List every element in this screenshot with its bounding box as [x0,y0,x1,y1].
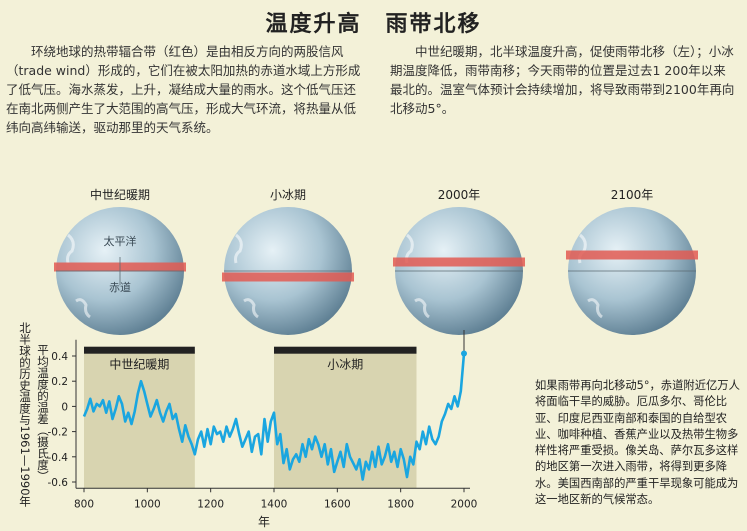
y-tick-label: -0.4 [48,452,69,464]
globe-2100 [566,207,698,335]
globe-label-medieval: 中世纪暖期 [89,188,150,202]
y-tick-label: 0 [61,401,68,413]
globe-medieval: 太平洋 赤道 [54,207,186,335]
globe-2000 [393,207,525,335]
y-axis-label-inner: 平均温度的温差（摄氏度） [36,344,50,482]
equator-label: 赤道 [109,280,131,294]
x-tick-label: 1800 [387,498,414,510]
y-tick-label: 0.2 [51,376,68,388]
side-note-text: 如果雨带再向北移动5°，赤道附近亿万人将面临干旱的威胁。厄瓜多尔、哥伦比亚、印度… [535,379,740,507]
intro-left-text: 环绕地球的热带辐合带（红色）是由相反方向的两股信风（trade wind）形成的… [6,44,361,135]
globe-label-little-ice-age: 小冰期 [269,188,306,202]
x-tick-label: 800 [74,498,94,510]
x-tick-label: 1400 [261,498,288,510]
x-tick-label: 1200 [197,498,224,510]
globe-label-2100: 2100年 [610,188,654,202]
y-tick-label: -0.6 [48,477,69,489]
x-tick-label: 2000 [451,498,478,510]
period-label: 小冰期 [327,358,363,372]
tropical-rain-band [566,250,698,260]
y-axis-label-outer: 北半球的历史温度与1961—1990年 [18,322,32,508]
x-axis-label: 年 [258,515,270,529]
tropical-rain-band [393,257,525,267]
x-tick-label: 1600 [324,498,351,510]
temperature-series-line [82,353,466,481]
ocean-label: 太平洋 [104,234,137,248]
y-tick-label: 0.4 [51,351,68,363]
intro-right-text: 中世纪暖期，北半球温度升高，促使雨带北移（左）；小冰期温度降低，雨带南移；今天雨… [390,44,735,116]
page-title: 温度升高 雨带北移 [265,12,482,37]
globe-label-2000: 2000年 [437,188,481,202]
period-bar [274,346,417,354]
tropical-rain-band [222,272,354,282]
y-tick-label: -0.2 [48,427,69,439]
period-band [274,349,417,489]
x-tick-label: 1000 [134,498,161,510]
endpoint-marker [461,350,467,357]
globe-little-ice-age [222,207,354,335]
period-label: 中世纪暖期 [109,357,169,372]
period-bar [84,346,195,354]
